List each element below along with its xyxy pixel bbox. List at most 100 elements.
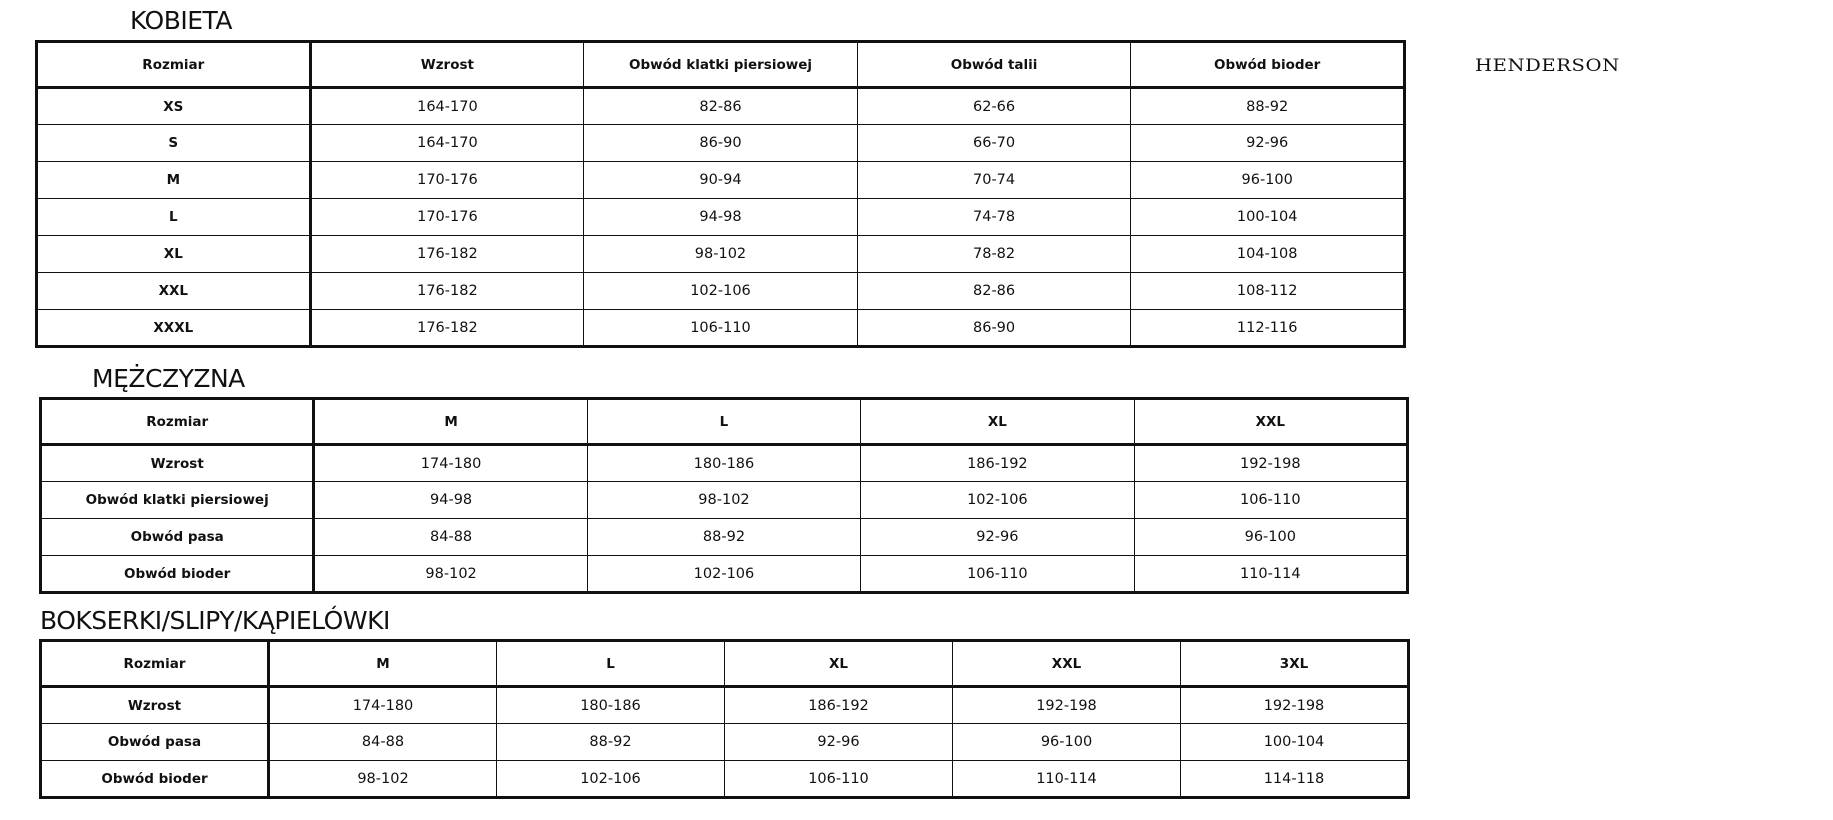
table-cell: 106-110: [724, 760, 953, 798]
table-row: Obwód bioder 98-102 102-106 106-110 110-114 1…: [40, 760, 1409, 798]
column-header: L: [496, 640, 725, 688]
table-cell: 100-104: [1130, 198, 1405, 236]
table-cell: 180-186: [496, 686, 725, 724]
row-label: XXXL: [36, 309, 312, 347]
table-cell: 170-176: [309, 198, 585, 236]
row-label: XS: [36, 87, 312, 125]
table-cell: 98-102: [268, 760, 497, 798]
column-header: M: [268, 640, 497, 688]
header-row: Rozmiar M L XL XXL: [39, 398, 1409, 446]
column-header: XXL: [1133, 398, 1409, 446]
table-cell: 114-118: [1180, 760, 1409, 798]
table-cell: 112-116: [1130, 309, 1405, 347]
table-cell: 70-74: [856, 161, 1132, 199]
table-row: Obwód pasa 84-88 88-92 92-96 96-100: [39, 518, 1409, 556]
table-cell: 84-88: [268, 723, 497, 761]
row-label: Obwód pasa: [39, 518, 316, 556]
table-cell: 106-110: [583, 309, 858, 347]
table-cell: 98-102: [586, 481, 862, 519]
women-title: KOBIETA: [130, 6, 232, 35]
column-header: Obwód bioder: [1130, 41, 1405, 89]
table-cell: 86-90: [856, 309, 1132, 347]
table-cell: 180-186: [586, 444, 862, 482]
women-size-table: Rozmiar Wzrost Obwód klatki piersiowej Obwó…: [35, 40, 1406, 348]
table-cell: 104-108: [1130, 235, 1405, 273]
table-cell: 170-176: [309, 161, 585, 199]
table-cell: 90-94: [583, 161, 858, 199]
table-cell: 192-198: [1133, 444, 1409, 482]
table-cell: 164-170: [309, 124, 585, 162]
men-size-table: Rozmiar M L XL XXL Wzrost 174-180 180-186 186-19…: [39, 397, 1409, 594]
table-cell: 96-100: [952, 723, 1181, 761]
table-cell: 106-110: [860, 555, 1135, 593]
table-cell: 78-82: [856, 235, 1132, 273]
table-cell: 102-106: [586, 555, 862, 593]
row-label: Obwód bioder: [40, 760, 270, 798]
table-row: Wzrost 174-180 180-186 186-192 192-198 192-19…: [40, 686, 1409, 724]
table-cell: 86-90: [583, 124, 858, 162]
table-cell: 98-102: [583, 235, 858, 273]
table-cell: 82-86: [856, 272, 1132, 310]
column-header: Wzrost: [309, 41, 585, 89]
table-cell: 96-100: [1130, 161, 1405, 199]
table-row: Obwód bioder 98-102 102-106 106-110 110-114: [39, 555, 1409, 593]
table-cell: 98-102: [313, 555, 588, 593]
table-cell: 92-96: [1130, 124, 1405, 162]
table-cell: 186-192: [724, 686, 953, 724]
column-header: Rozmiar: [39, 398, 316, 446]
table-row: XXXL 176-182 106-110 86-90 112-116: [36, 309, 1405, 347]
header-row: Rozmiar M L XL XXL 3XL: [40, 640, 1409, 688]
table-cell: 62-66: [856, 87, 1132, 125]
table-row: XXL 176-182 102-106 82-86 108-112: [36, 272, 1405, 310]
henderson-logo: HENDERSON: [1475, 56, 1620, 76]
table-cell: 110-114: [952, 760, 1181, 798]
table-row: L 170-176 94-98 74-78 100-104: [36, 198, 1405, 236]
row-label: Wzrost: [39, 444, 316, 482]
column-header: XL: [724, 640, 953, 688]
underwear-size-table: Rozmiar M L XL XXL 3XL Wzrost 174-180 180-186 186…: [39, 639, 1410, 799]
row-label: XXL: [36, 272, 312, 310]
column-header: Obwód talii: [856, 41, 1132, 89]
table-cell: 92-96: [860, 518, 1135, 556]
row-label: Obwód bioder: [39, 555, 316, 593]
table-row: Wzrost 174-180 180-186 186-192 192-198: [39, 444, 1409, 482]
table-row: XS 164-170 82-86 62-66 88-92: [36, 87, 1405, 125]
column-header: 3XL: [1180, 640, 1409, 688]
table-row: XL 176-182 98-102 78-82 104-108: [36, 235, 1405, 273]
table-cell: 106-110: [1133, 481, 1409, 519]
row-label: Wzrost: [40, 686, 270, 724]
table-cell: 100-104: [1180, 723, 1409, 761]
header-row: Rozmiar Wzrost Obwód klatki piersiowej Obwó…: [36, 41, 1405, 89]
table-cell: 108-112: [1130, 272, 1405, 310]
row-label: Obwód klatki piersiowej: [39, 481, 316, 519]
table-cell: 74-78: [856, 198, 1132, 236]
table-cell: 102-106: [496, 760, 725, 798]
table-cell: 88-92: [1130, 87, 1405, 125]
table-row: S 164-170 86-90 66-70 92-96: [36, 124, 1405, 162]
table-cell: 94-98: [583, 198, 858, 236]
table-cell: 102-106: [860, 481, 1135, 519]
table-cell: 88-92: [496, 723, 725, 761]
table-cell: 176-182: [309, 235, 585, 273]
table-cell: 82-86: [583, 87, 858, 125]
column-header: L: [586, 398, 862, 446]
table-cell: 102-106: [583, 272, 858, 310]
table-cell: 192-198: [1180, 686, 1409, 724]
column-header: M: [313, 398, 588, 446]
table-cell: 164-170: [309, 87, 585, 125]
table-cell: 192-198: [952, 686, 1181, 724]
table-row: Obwód klatki piersiowej 94-98 98-102 102-10…: [39, 481, 1409, 519]
table-cell: 174-180: [313, 444, 588, 482]
table-cell: 174-180: [268, 686, 497, 724]
row-label: XL: [36, 235, 312, 273]
column-header: XL: [860, 398, 1135, 446]
row-label: S: [36, 124, 312, 162]
row-label: Obwód pasa: [40, 723, 270, 761]
men-title: MĘŻCZYZNA: [92, 364, 245, 393]
underwear-title: BOKSERKI/SLIPY/KĄPIELÓWKI: [40, 606, 390, 635]
table-cell: 176-182: [309, 309, 585, 347]
table-cell: 94-98: [313, 481, 588, 519]
row-label: L: [36, 198, 312, 236]
table-cell: 92-96: [724, 723, 953, 761]
column-header: Obwód klatki piersiowej: [583, 41, 858, 89]
